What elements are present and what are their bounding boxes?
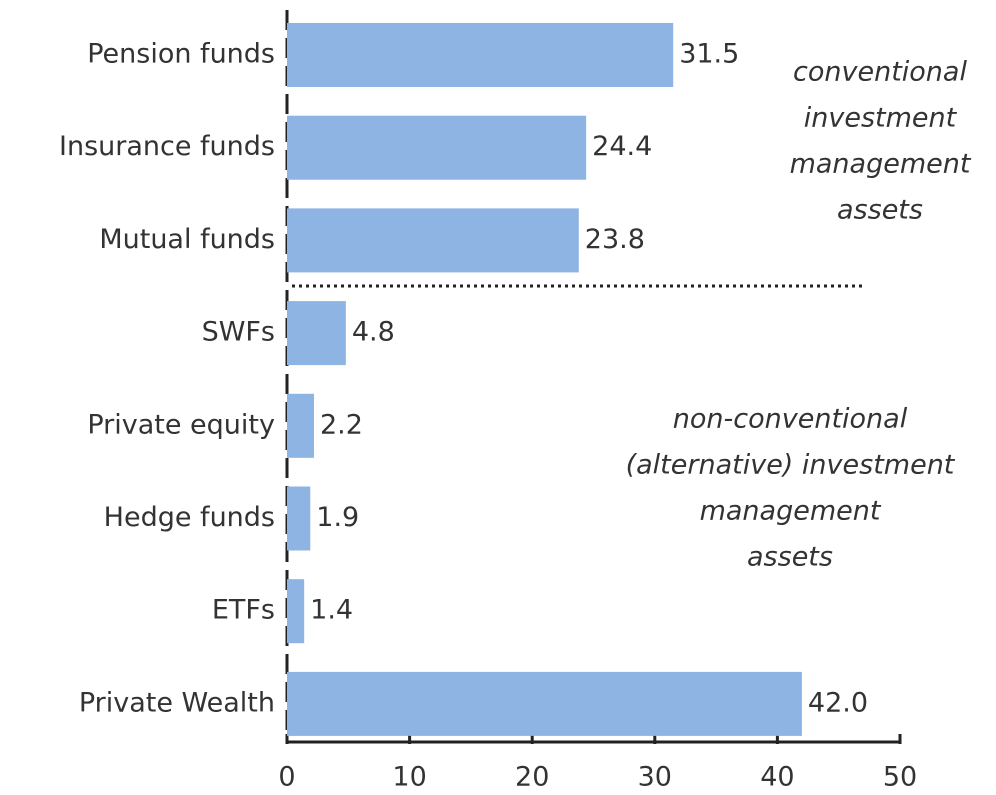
value-label: 1.9	[316, 502, 359, 533]
bar	[287, 579, 305, 644]
x-tick-label: 0	[278, 762, 295, 793]
y-tick-label: Private Wealth	[79, 687, 275, 718]
annotation: management	[700, 496, 882, 527]
bar	[287, 208, 579, 273]
annotation: assets	[747, 542, 833, 573]
value-label: 24.4	[592, 131, 652, 162]
y-tick-label: Insurance funds	[59, 131, 275, 162]
bar	[287, 115, 587, 180]
bar	[287, 393, 314, 458]
value-label: 31.5	[679, 39, 739, 70]
y-tick-label: ETFs	[212, 595, 275, 626]
y-tick-label: Hedge funds	[104, 502, 275, 533]
y-tick-label: Private equity	[87, 409, 275, 440]
x-tick-label: 50	[883, 762, 917, 793]
value-label: 4.8	[352, 317, 395, 348]
annotation: non-conventional	[673, 404, 908, 435]
y-tick-label: SWFs	[202, 317, 275, 348]
annotation: investment	[804, 103, 958, 134]
value-label: 1.4	[310, 595, 353, 626]
x-tick-label: 40	[760, 762, 794, 793]
y-tick-label: Mutual funds	[99, 224, 275, 255]
annotation: conventional	[793, 57, 967, 88]
bar	[287, 486, 311, 551]
x-tick-label: 10	[392, 762, 426, 793]
bar	[287, 671, 802, 736]
x-tick-label: 30	[638, 762, 672, 793]
annotation: (alternative) investment	[626, 450, 956, 481]
annotation: management	[790, 149, 972, 180]
annotation: assets	[837, 195, 923, 226]
value-label: 2.2	[320, 409, 363, 440]
bar	[287, 301, 346, 366]
value-label: 23.8	[585, 224, 645, 255]
value-label: 42.0	[808, 687, 868, 718]
bar	[287, 23, 674, 87]
y-tick-label: Pension funds	[87, 39, 275, 70]
x-tick-label: 20	[515, 762, 549, 793]
